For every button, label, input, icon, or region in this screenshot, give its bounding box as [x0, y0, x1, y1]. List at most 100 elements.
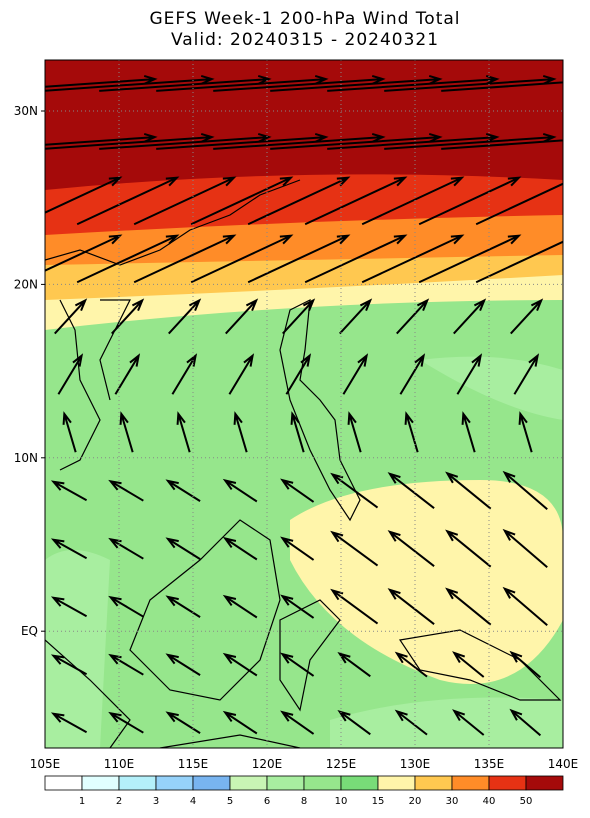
wind-arrow [418, 234, 522, 284]
wind-arrow [190, 176, 294, 226]
wind-arrow [399, 353, 426, 395]
wind-arrow [461, 411, 476, 453]
wind-arrow [445, 587, 492, 626]
wind-arrow [396, 298, 430, 335]
wind-arrow [45, 74, 215, 92]
wind-arrow [456, 353, 483, 395]
wind-arrow [280, 710, 315, 735]
wind-arrow [441, 139, 563, 150]
colorbar-label: 15 [372, 796, 385, 807]
wind-arrow [361, 234, 465, 284]
wind-arrow [394, 709, 428, 736]
wind-arrow [475, 240, 563, 284]
wind-arrow [156, 132, 329, 150]
grid [41, 60, 563, 748]
wind-arrow [280, 478, 315, 503]
colorbar-swatch [229, 775, 268, 791]
wind-arrow [330, 588, 379, 625]
wind-arrow [99, 132, 272, 150]
wind-arrow [165, 537, 201, 560]
colorbar-label: 4 [190, 796, 196, 807]
colorbar-swatch [451, 775, 490, 791]
wind-arrow [165, 653, 201, 676]
colorbar: 1 2 3 4 5 6 8 10 15 20 30 40 50 [44, 775, 564, 807]
colorbar-label: 20 [409, 796, 422, 807]
wind-arrow [114, 353, 141, 395]
wind-arrow [62, 411, 77, 453]
lon-label: 130E [400, 757, 431, 771]
wind-arrow [45, 74, 158, 88]
wind-arrow [176, 411, 191, 453]
wind-arrow [45, 176, 123, 214]
lat-label: 30N [14, 104, 38, 118]
colorbar-swatch [414, 775, 453, 791]
wind-arrow [50, 538, 88, 560]
wind-arrow [222, 652, 258, 677]
wind-arrow [290, 411, 305, 453]
wind-arrow [50, 596, 88, 618]
wind-arrow [108, 479, 144, 502]
wind-arrow [330, 472, 379, 509]
colorbar-label: 50 [520, 796, 533, 807]
wind-arrow [280, 594, 315, 619]
wind-arrow [445, 529, 492, 568]
wind-arrow [513, 353, 540, 395]
wind-arrow [509, 708, 542, 737]
lon-label: 115E [178, 757, 209, 771]
wind-arrow [280, 536, 315, 561]
colorbar-label: 3 [153, 796, 159, 807]
colorbar-label: 5 [227, 796, 233, 807]
wind-arrow [165, 479, 201, 502]
colorbar-swatch [192, 775, 231, 791]
wind-arrow [222, 478, 258, 503]
lon-label: 125E [326, 757, 357, 771]
wind-arrow [50, 654, 88, 676]
wind-arrow [337, 710, 371, 736]
wind-arrow [190, 234, 294, 284]
wind-arrow [45, 132, 215, 150]
wind-arrow [233, 411, 248, 453]
colorbar-swatch [340, 775, 379, 791]
colorbar-label: 40 [483, 796, 496, 807]
wind-arrow [222, 710, 258, 735]
wind-arrow [156, 74, 329, 92]
wind-arrow [108, 711, 144, 734]
wind-arrow [475, 182, 563, 226]
wind-arrow [327, 74, 500, 92]
subtitle: Valid: 20240315 - 20240321 [171, 30, 439, 50]
wind-arrow [76, 176, 180, 226]
lon-label: 120E [252, 757, 283, 771]
lon-label: 105E [30, 757, 61, 771]
wind-arrow [384, 132, 557, 150]
wind-arrow [54, 298, 88, 335]
wind-arrow [502, 470, 548, 510]
wind-arrow [342, 353, 369, 395]
wind-arrow [384, 74, 557, 92]
wind-arrow [282, 298, 316, 335]
lat-label: 10N [14, 451, 38, 465]
wind-arrow [133, 176, 237, 226]
wind-arrow [394, 651, 428, 678]
wind-arrow [418, 176, 522, 226]
colorbar-label: 10 [335, 796, 348, 807]
colorbar-label: 1 [79, 796, 85, 807]
lon-label: 110E [104, 757, 135, 771]
wind-arrow [347, 411, 362, 453]
wind-arrow [518, 411, 533, 453]
wind-arrow [213, 74, 386, 92]
colorbar-swatch [155, 775, 194, 791]
wind-arrow [285, 353, 312, 395]
plot-frame [44, 59, 564, 749]
wind-arrow [57, 353, 84, 395]
wind-arrow [339, 298, 373, 335]
wind-arrow [441, 81, 563, 92]
colorbar-swatch [266, 775, 305, 791]
colorbar-swatch [303, 775, 342, 791]
colorbar-label: 30 [446, 796, 459, 807]
wind-arrow [453, 298, 487, 335]
wind-arrow [502, 528, 548, 568]
wind-arrow [361, 176, 465, 226]
wind-arrow [45, 132, 158, 146]
wind-arrow [404, 411, 419, 453]
